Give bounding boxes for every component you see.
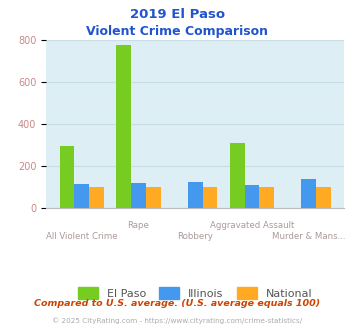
Bar: [203, 187, 217, 208]
Text: Rape: Rape: [127, 220, 149, 230]
Text: 2019 El Paso: 2019 El Paso: [130, 8, 225, 21]
Text: © 2025 CityRating.com - https://www.cityrating.com/crime-statistics/: © 2025 CityRating.com - https://www.city…: [53, 317, 302, 324]
Bar: [75, 184, 89, 208]
Bar: [60, 146, 75, 208]
Text: All Violent Crime: All Violent Crime: [46, 232, 118, 241]
Bar: [131, 183, 146, 208]
Text: Murder & Mans...: Murder & Mans...: [272, 232, 345, 241]
Bar: [301, 180, 316, 208]
Bar: [116, 45, 131, 208]
Bar: [260, 187, 274, 208]
Legend: El Paso, Illinois, National: El Paso, Illinois, National: [73, 283, 317, 303]
Text: Robbery: Robbery: [177, 232, 213, 241]
Text: Compared to U.S. average. (U.S. average equals 100): Compared to U.S. average. (U.S. average …: [34, 299, 321, 308]
Bar: [230, 143, 245, 208]
Bar: [316, 187, 331, 208]
Bar: [188, 182, 203, 208]
Bar: [146, 187, 161, 208]
Text: Aggravated Assault: Aggravated Assault: [210, 220, 294, 230]
Text: Violent Crime Comparison: Violent Crime Comparison: [87, 25, 268, 38]
Bar: [245, 185, 260, 208]
Bar: [89, 187, 104, 208]
